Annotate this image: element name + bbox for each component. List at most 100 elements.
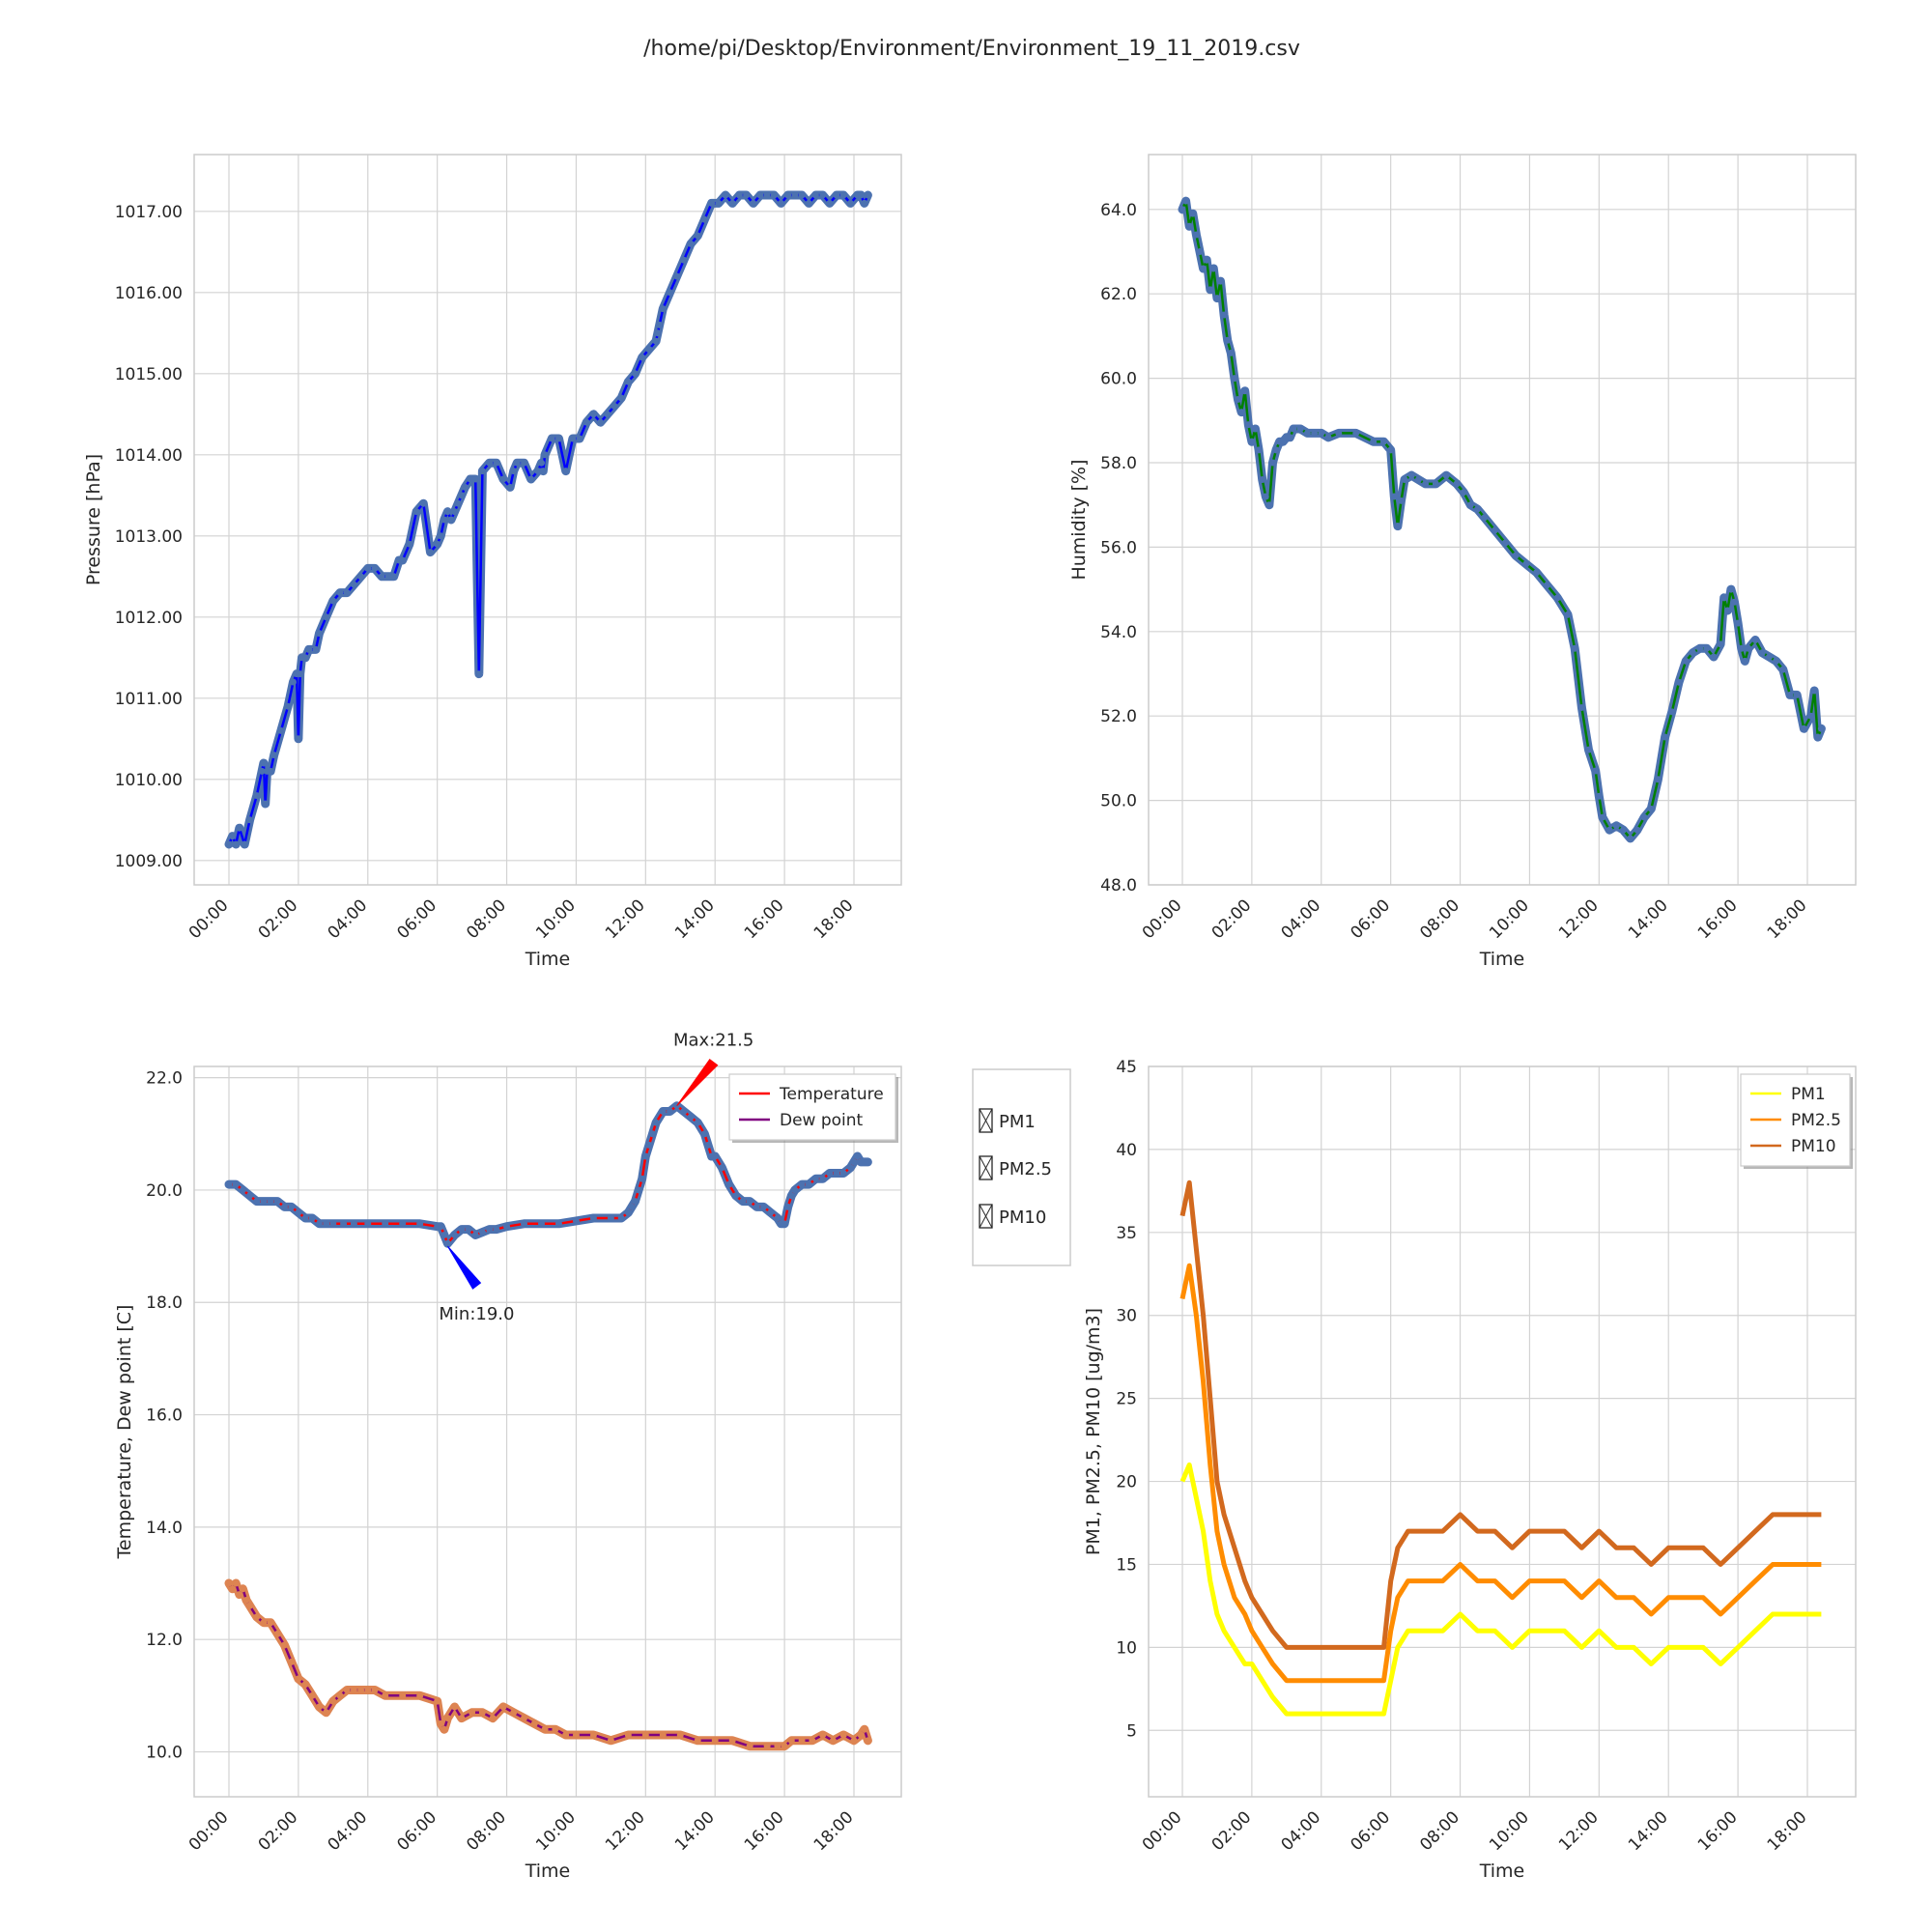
data-point	[774, 1743, 781, 1750]
data-point	[1640, 813, 1648, 821]
y-tick-label: 64.0	[1100, 201, 1137, 220]
data-point	[1703, 644, 1711, 652]
plot-frame	[1148, 154, 1857, 886]
data-point	[763, 191, 771, 199]
data-point	[624, 1731, 632, 1739]
data-point	[649, 1130, 657, 1138]
data-point	[829, 1737, 837, 1745]
data-point	[232, 840, 240, 848]
x-tick-label: 18:00	[1764, 1807, 1811, 1855]
data-point	[700, 1130, 708, 1138]
data-point	[732, 1192, 740, 1200]
data-point	[1220, 311, 1228, 319]
data-point	[639, 1175, 646, 1182]
data-point	[1779, 666, 1787, 673]
legend-label: PM1	[1791, 1085, 1826, 1104]
data-point	[451, 1231, 459, 1238]
data-point	[364, 1220, 372, 1228]
x-tick-label: 00:00	[1139, 895, 1186, 943]
data-point	[864, 1737, 871, 1745]
data-point	[1272, 446, 1280, 454]
data-point	[611, 402, 618, 410]
data-point	[735, 191, 743, 199]
data-point	[225, 1579, 233, 1587]
data-point	[607, 1737, 614, 1745]
data-point	[364, 564, 372, 572]
data-point	[323, 613, 330, 621]
y-tick-label: 14.0	[146, 1519, 183, 1538]
y-axis-label: Pressure [hPa]	[83, 454, 104, 585]
data-point	[434, 1697, 441, 1705]
y-tick-label: 1016.00	[115, 284, 183, 303]
data-point	[659, 305, 667, 313]
data-point	[513, 459, 521, 467]
data-point	[850, 1158, 858, 1166]
data-point	[791, 191, 799, 199]
data-point	[289, 678, 297, 686]
y-tick-label: 35	[1116, 1224, 1137, 1243]
missing-glyph-icon-slash	[979, 1155, 993, 1180]
data-point	[260, 1198, 268, 1206]
data-point	[458, 1226, 466, 1234]
plot-frame	[1148, 1065, 1857, 1798]
data-point	[850, 1737, 858, 1745]
y-tick-label: 1014.00	[115, 446, 183, 466]
x-tick-label: 16:00	[1694, 1807, 1742, 1855]
data-point	[437, 1719, 444, 1727]
x-tick-label: 02:00	[255, 1807, 302, 1855]
data-point	[236, 824, 243, 832]
data-point	[340, 1220, 348, 1228]
data-point	[572, 1731, 580, 1739]
y-tick-label: 58.0	[1100, 454, 1137, 473]
legend-label: Temperature	[779, 1085, 884, 1104]
data-point	[308, 1214, 316, 1222]
data-point	[680, 1108, 688, 1116]
data-point	[632, 1198, 639, 1206]
data-point	[1758, 649, 1766, 657]
legend-label: PM10	[1791, 1137, 1836, 1156]
x-axis-label: Time	[1479, 1861, 1525, 1882]
data-point	[1585, 746, 1593, 753]
data-point	[267, 1619, 274, 1627]
data-point	[694, 1737, 701, 1745]
data-point	[1689, 649, 1696, 657]
data-point	[308, 1691, 316, 1699]
data-point	[229, 833, 237, 840]
outer-legend-label: PM10	[999, 1208, 1046, 1228]
data-point	[1259, 475, 1266, 483]
series-line	[1179, 1179, 1822, 1650]
data-point	[1209, 265, 1217, 272]
x-tick-label: 18:00	[810, 1807, 858, 1855]
data-point	[857, 191, 865, 199]
y-tick-label: 10.0	[146, 1743, 183, 1762]
data-point	[232, 1579, 240, 1587]
data-point	[499, 1703, 507, 1711]
x-tick-label: 16:00	[741, 1807, 788, 1855]
data-point	[760, 1203, 768, 1210]
plot-frame	[193, 154, 902, 886]
data-point	[798, 1737, 806, 1745]
data-point	[645, 346, 653, 354]
data-point	[350, 1220, 357, 1228]
x-tick-label: 00:00	[185, 895, 233, 943]
data-point	[798, 191, 806, 199]
data-point	[1296, 425, 1304, 433]
x-tick-label: 00:00	[1139, 1807, 1186, 1855]
data-point	[607, 1214, 614, 1222]
data-point	[412, 508, 420, 516]
x-tick-label: 14:00	[671, 895, 719, 943]
data-point	[1324, 434, 1332, 441]
data-point	[419, 499, 427, 507]
temperature-chart: 10.0 12.0 14.0 16.0 18.0 20.0 22.0 00:00 02:00 04…	[114, 1031, 902, 1882]
data-point	[288, 1203, 296, 1210]
data-point	[576, 435, 583, 442]
y-tick-label: 20.0	[146, 1181, 183, 1201]
data-point	[1512, 552, 1520, 559]
data-point	[281, 1641, 289, 1649]
data-point	[725, 1180, 733, 1188]
data-point	[718, 1164, 725, 1172]
data-point	[443, 508, 451, 516]
data-point	[750, 199, 757, 207]
data-point	[1817, 724, 1825, 732]
y-tick-label: 40	[1116, 1141, 1137, 1160]
